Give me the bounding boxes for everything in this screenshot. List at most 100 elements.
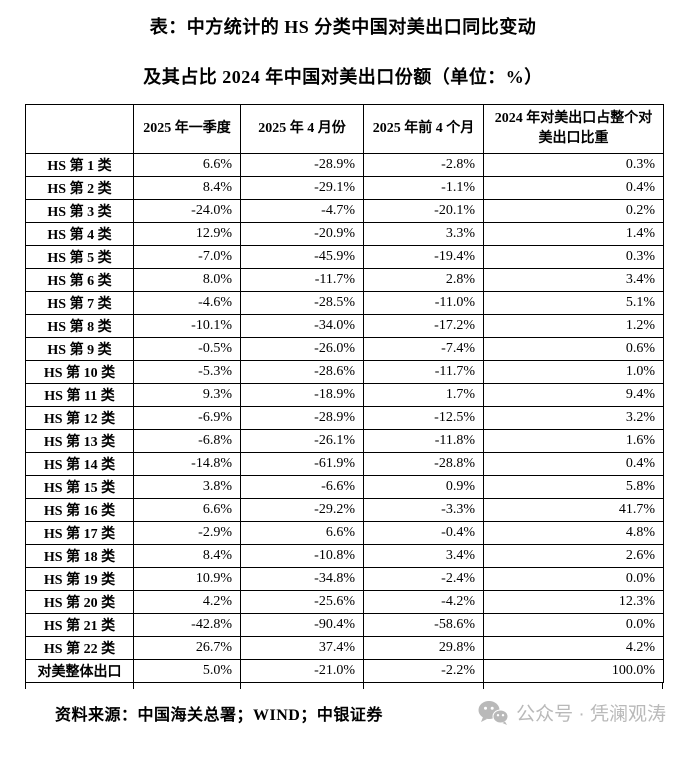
table-row: HS 第 21 类 -42.8% -90.4% -58.6% 0.0%	[25, 613, 664, 637]
value-cell: -28.9%	[240, 153, 364, 177]
row-label: HS 第 14 类	[25, 452, 134, 476]
table-row: HS 第 3 类 -24.0% -4.7% -20.1% 0.2%	[25, 199, 664, 223]
watermark: 公众号 · 凭澜观涛	[478, 699, 666, 726]
value-cell: -4.7%	[240, 199, 364, 223]
table-row: HS 第 12 类 -6.9% -28.9% -12.5% 3.2%	[25, 406, 664, 430]
table-row: HS 第 22 类 26.7% 37.4% 29.8% 4.2%	[25, 636, 664, 660]
table-row: HS 第 9 类 -0.5% -26.0% -7.4% 0.6%	[25, 337, 664, 361]
table-row: HS 第 2 类 8.4% -29.1% -1.1% 0.4%	[25, 176, 664, 200]
value-cell: -11.8%	[363, 429, 484, 453]
value-cell: -0.5%	[133, 337, 241, 361]
value-cell: -11.7%	[363, 360, 484, 384]
watermark-text: 公众号 · 凭澜观涛	[516, 704, 666, 725]
value-cell: 5.0%	[133, 659, 241, 683]
value-cell: 8.0%	[133, 268, 241, 292]
table-row: HS 第 14 类 -14.8% -61.9% -28.8% 0.4%	[25, 452, 664, 476]
value-cell: 41.7%	[483, 498, 664, 522]
value-cell: 12.3%	[483, 590, 664, 614]
value-cell: -4.2%	[363, 590, 484, 614]
value-cell: 0.3%	[483, 153, 664, 177]
table-row: HS 第 15 类 3.8% -6.6% 0.9% 5.8%	[25, 475, 664, 499]
value-cell: 0.0%	[483, 613, 664, 637]
table-row: HS 第 18 类 8.4% -10.8% 3.4% 2.6%	[25, 544, 664, 568]
hs-export-table: 2025 年一季度 2025 年 4 月份 2025 年前 4 个月 2024 年对美…	[25, 104, 664, 683]
table-row: HS 第 10 类 -5.3% -28.6% -11.7% 1.0%	[25, 360, 664, 384]
row-label: HS 第 22 类	[25, 636, 134, 660]
row-label: HS 第 6 类	[25, 268, 134, 292]
value-cell: 0.9%	[363, 475, 484, 499]
value-cell: -29.2%	[240, 498, 364, 522]
value-cell: -45.9%	[240, 245, 364, 269]
table-row: HS 第 7 类 -4.6% -28.5% -11.0% 5.1%	[25, 291, 664, 315]
footer: 资料来源：中国海关总署；WIND；中银证券 公众号 · 凭澜观涛	[0, 699, 686, 726]
value-cell: 29.8%	[363, 636, 484, 660]
value-cell: 100.0%	[483, 659, 664, 683]
value-cell: -1.1%	[363, 176, 484, 200]
table-container: 2025 年一季度 2025 年 4 月份 2025 年前 4 个月 2024 年对美…	[25, 104, 664, 689]
row-label: HS 第 8 类	[25, 314, 134, 338]
table-title: 表：中方统计的 HS 分类中国对美出口同比变动 及其占比 2024 年中国对美出…	[0, 0, 686, 89]
value-cell: 6.6%	[133, 153, 241, 177]
value-cell: -10.8%	[240, 544, 364, 568]
value-cell: -2.8%	[363, 153, 484, 177]
row-label: HS 第 21 类	[25, 613, 134, 637]
grid-stub	[240, 683, 241, 689]
value-cell: 5.8%	[483, 475, 664, 499]
value-cell: 1.4%	[483, 222, 664, 246]
value-cell: -19.4%	[363, 245, 484, 269]
table-row: HS 第 16 类 6.6% -29.2% -3.3% 41.7%	[25, 498, 664, 522]
value-cell: -90.4%	[240, 613, 364, 637]
value-cell: -42.8%	[133, 613, 241, 637]
table-title-line2: 及其占比 2024 年中国对美出口份额（单位：%）	[143, 67, 543, 87]
value-cell: 4.2%	[483, 636, 664, 660]
table-row: HS 第 1 类 6.6% -28.9% -2.8% 0.3%	[25, 153, 664, 177]
data-source: 资料来源：中国海关总署；WIND；中银证券	[55, 706, 383, 724]
table-row: HS 第 17 类 -2.9% 6.6% -0.4% 4.8%	[25, 521, 664, 545]
value-cell: 9.3%	[133, 383, 241, 407]
value-cell: -14.8%	[133, 452, 241, 476]
value-cell: -58.6%	[363, 613, 484, 637]
row-label: 对美整体出口	[25, 659, 134, 683]
column-header-3: 2025 年前 4 个月	[363, 104, 484, 154]
row-label: HS 第 4 类	[25, 222, 134, 246]
value-cell: 3.4%	[363, 544, 484, 568]
value-cell: -34.8%	[240, 567, 364, 591]
value-cell: 1.0%	[483, 360, 664, 384]
grid-stub	[363, 683, 364, 689]
value-cell: -28.6%	[240, 360, 364, 384]
table-title-line1: 表：中方统计的 HS 分类中国对美出口同比变动	[149, 17, 537, 37]
value-cell: -61.9%	[240, 452, 364, 476]
table-row: HS 第 13 类 -6.8% -26.1% -11.8% 1.6%	[25, 429, 664, 453]
table-row: HS 第 19 类 10.9% -34.8% -2.4% 0.0%	[25, 567, 664, 591]
table-row: HS 第 6 类 8.0% -11.7% 2.8% 3.4%	[25, 268, 664, 292]
grid-stub	[483, 683, 484, 689]
value-cell: 2.8%	[363, 268, 484, 292]
row-label: HS 第 11 类	[25, 383, 134, 407]
table-row: HS 第 5 类 -7.0% -45.9% -19.4% 0.3%	[25, 245, 664, 269]
value-cell: -28.8%	[363, 452, 484, 476]
row-label: HS 第 13 类	[25, 429, 134, 453]
table-row: HS 第 20 类 4.2% -25.6% -4.2% 12.3%	[25, 590, 664, 614]
value-cell: -28.5%	[240, 291, 364, 315]
value-cell: -5.3%	[133, 360, 241, 384]
row-label: HS 第 20 类	[25, 590, 134, 614]
value-cell: -21.0%	[240, 659, 364, 683]
value-cell: 2.6%	[483, 544, 664, 568]
table-row: 对美整体出口 5.0% -21.0% -2.2% 100.0%	[25, 659, 664, 683]
value-cell: -7.0%	[133, 245, 241, 269]
value-cell: -11.0%	[363, 291, 484, 315]
value-cell: -29.1%	[240, 176, 364, 200]
value-cell: -0.4%	[363, 521, 484, 545]
value-cell: -20.1%	[363, 199, 484, 223]
value-cell: 37.4%	[240, 636, 364, 660]
value-cell: 0.0%	[483, 567, 664, 591]
table-row: HS 第 8 类 -10.1% -34.0% -17.2% 1.2%	[25, 314, 664, 338]
grid-stub	[25, 683, 26, 689]
row-label: HS 第 5 类	[25, 245, 134, 269]
value-cell: 3.3%	[363, 222, 484, 246]
value-cell: 12.9%	[133, 222, 241, 246]
row-label: HS 第 19 类	[25, 567, 134, 591]
grid-stub	[133, 683, 134, 689]
value-cell: -7.4%	[363, 337, 484, 361]
